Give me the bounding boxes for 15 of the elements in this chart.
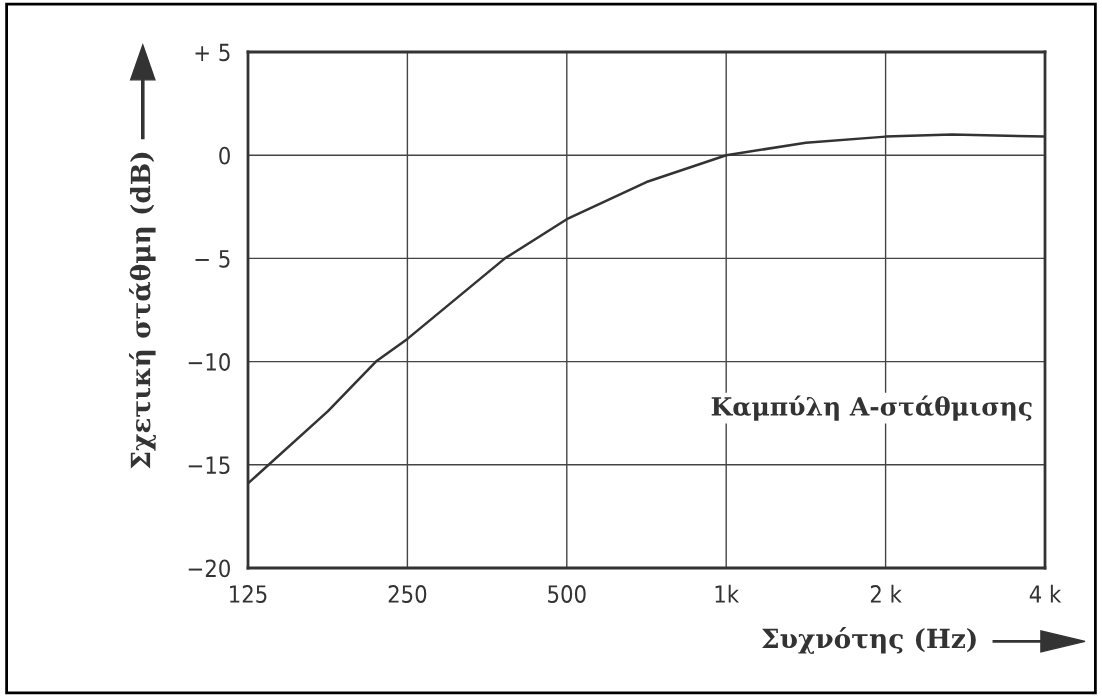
y-tick-label: 0 [219, 146, 230, 165]
y-tick-label: − 5 [195, 250, 230, 268]
y-tick-label: + 5 [195, 43, 230, 62]
x-tick-label: 2 k [870, 584, 902, 603]
y-tick-label: −20 [188, 559, 230, 578]
annotation: Καμπύλη A-στάθμισης [711, 395, 1032, 421]
x-tick-label: 125 [230, 585, 267, 603]
x-tick-label: 4 k [1029, 584, 1062, 603]
y-axis-title: Σχετική στάθμη (dB) [128, 152, 156, 469]
x-tick-label: 1k [715, 584, 740, 603]
x-tick-label: 250 [388, 585, 427, 603]
x-tick-label: 500 [548, 585, 586, 603]
x-axis-title: Συχνότης (Hz) [762, 626, 976, 654]
y-tick-label: −10 [188, 353, 230, 371]
y-tick-label: −15 [188, 456, 230, 475]
